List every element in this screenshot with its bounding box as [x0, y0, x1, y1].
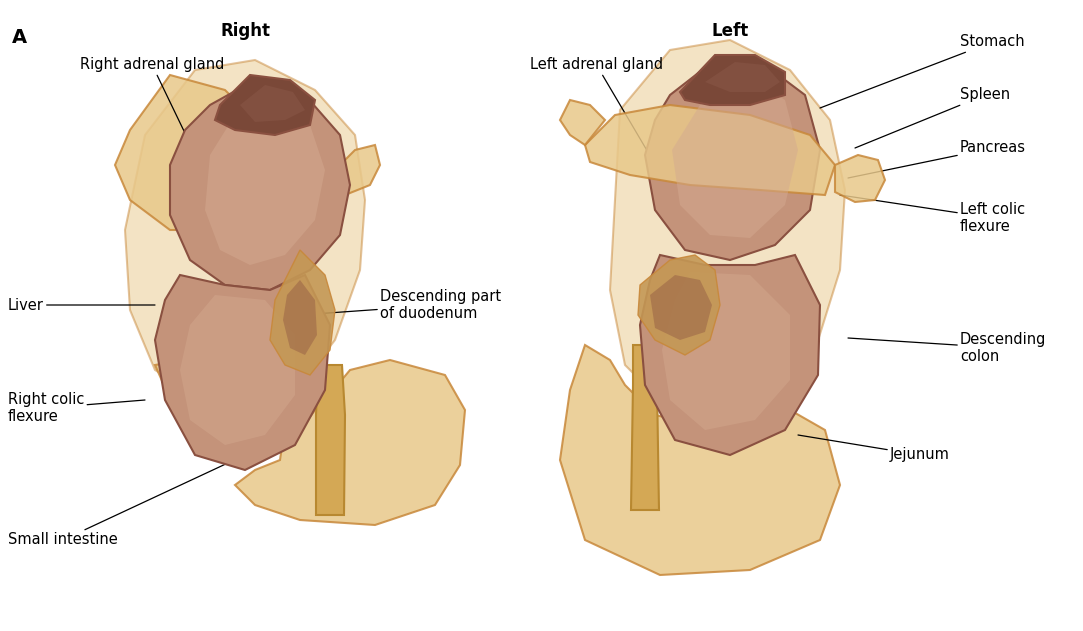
Polygon shape	[337, 145, 380, 195]
Polygon shape	[125, 60, 365, 405]
Polygon shape	[115, 75, 265, 230]
Polygon shape	[671, 75, 798, 238]
Text: Left: Left	[712, 22, 748, 40]
Polygon shape	[283, 280, 317, 355]
Text: Liver: Liver	[8, 297, 155, 312]
Text: Jejunum: Jejunum	[798, 435, 950, 463]
Polygon shape	[640, 255, 820, 455]
Polygon shape	[610, 40, 845, 425]
Text: Right colic
flexure: Right colic flexure	[8, 392, 145, 424]
Polygon shape	[645, 60, 820, 260]
Polygon shape	[155, 360, 325, 460]
Text: Descending
colon: Descending colon	[848, 332, 1046, 364]
Text: Descending part
of duodenum: Descending part of duodenum	[300, 289, 501, 321]
Polygon shape	[650, 275, 712, 340]
Polygon shape	[560, 345, 840, 575]
Polygon shape	[170, 80, 350, 290]
Polygon shape	[235, 360, 465, 525]
Polygon shape	[316, 365, 345, 515]
Polygon shape	[270, 250, 335, 375]
Polygon shape	[631, 345, 658, 510]
Polygon shape	[585, 105, 835, 195]
Polygon shape	[662, 272, 790, 430]
Text: Left colic
flexure: Left colic flexure	[840, 195, 1026, 234]
Text: Spleen: Spleen	[854, 88, 1010, 148]
Text: Stomach: Stomach	[820, 35, 1025, 108]
Polygon shape	[180, 295, 295, 445]
Polygon shape	[638, 255, 720, 355]
Polygon shape	[240, 85, 305, 122]
Polygon shape	[835, 155, 885, 202]
Polygon shape	[205, 100, 325, 265]
Text: Right adrenal gland: Right adrenal gland	[80, 57, 235, 237]
Polygon shape	[560, 100, 605, 145]
Polygon shape	[680, 55, 785, 105]
Text: Right: Right	[220, 22, 270, 40]
Polygon shape	[705, 62, 780, 92]
Text: Pancreas: Pancreas	[848, 141, 1026, 178]
Text: Small intestine: Small intestine	[8, 455, 245, 548]
Polygon shape	[216, 75, 315, 135]
Polygon shape	[155, 275, 330, 470]
Text: A: A	[12, 28, 27, 47]
Text: Left adrenal gland: Left adrenal gland	[530, 57, 688, 220]
